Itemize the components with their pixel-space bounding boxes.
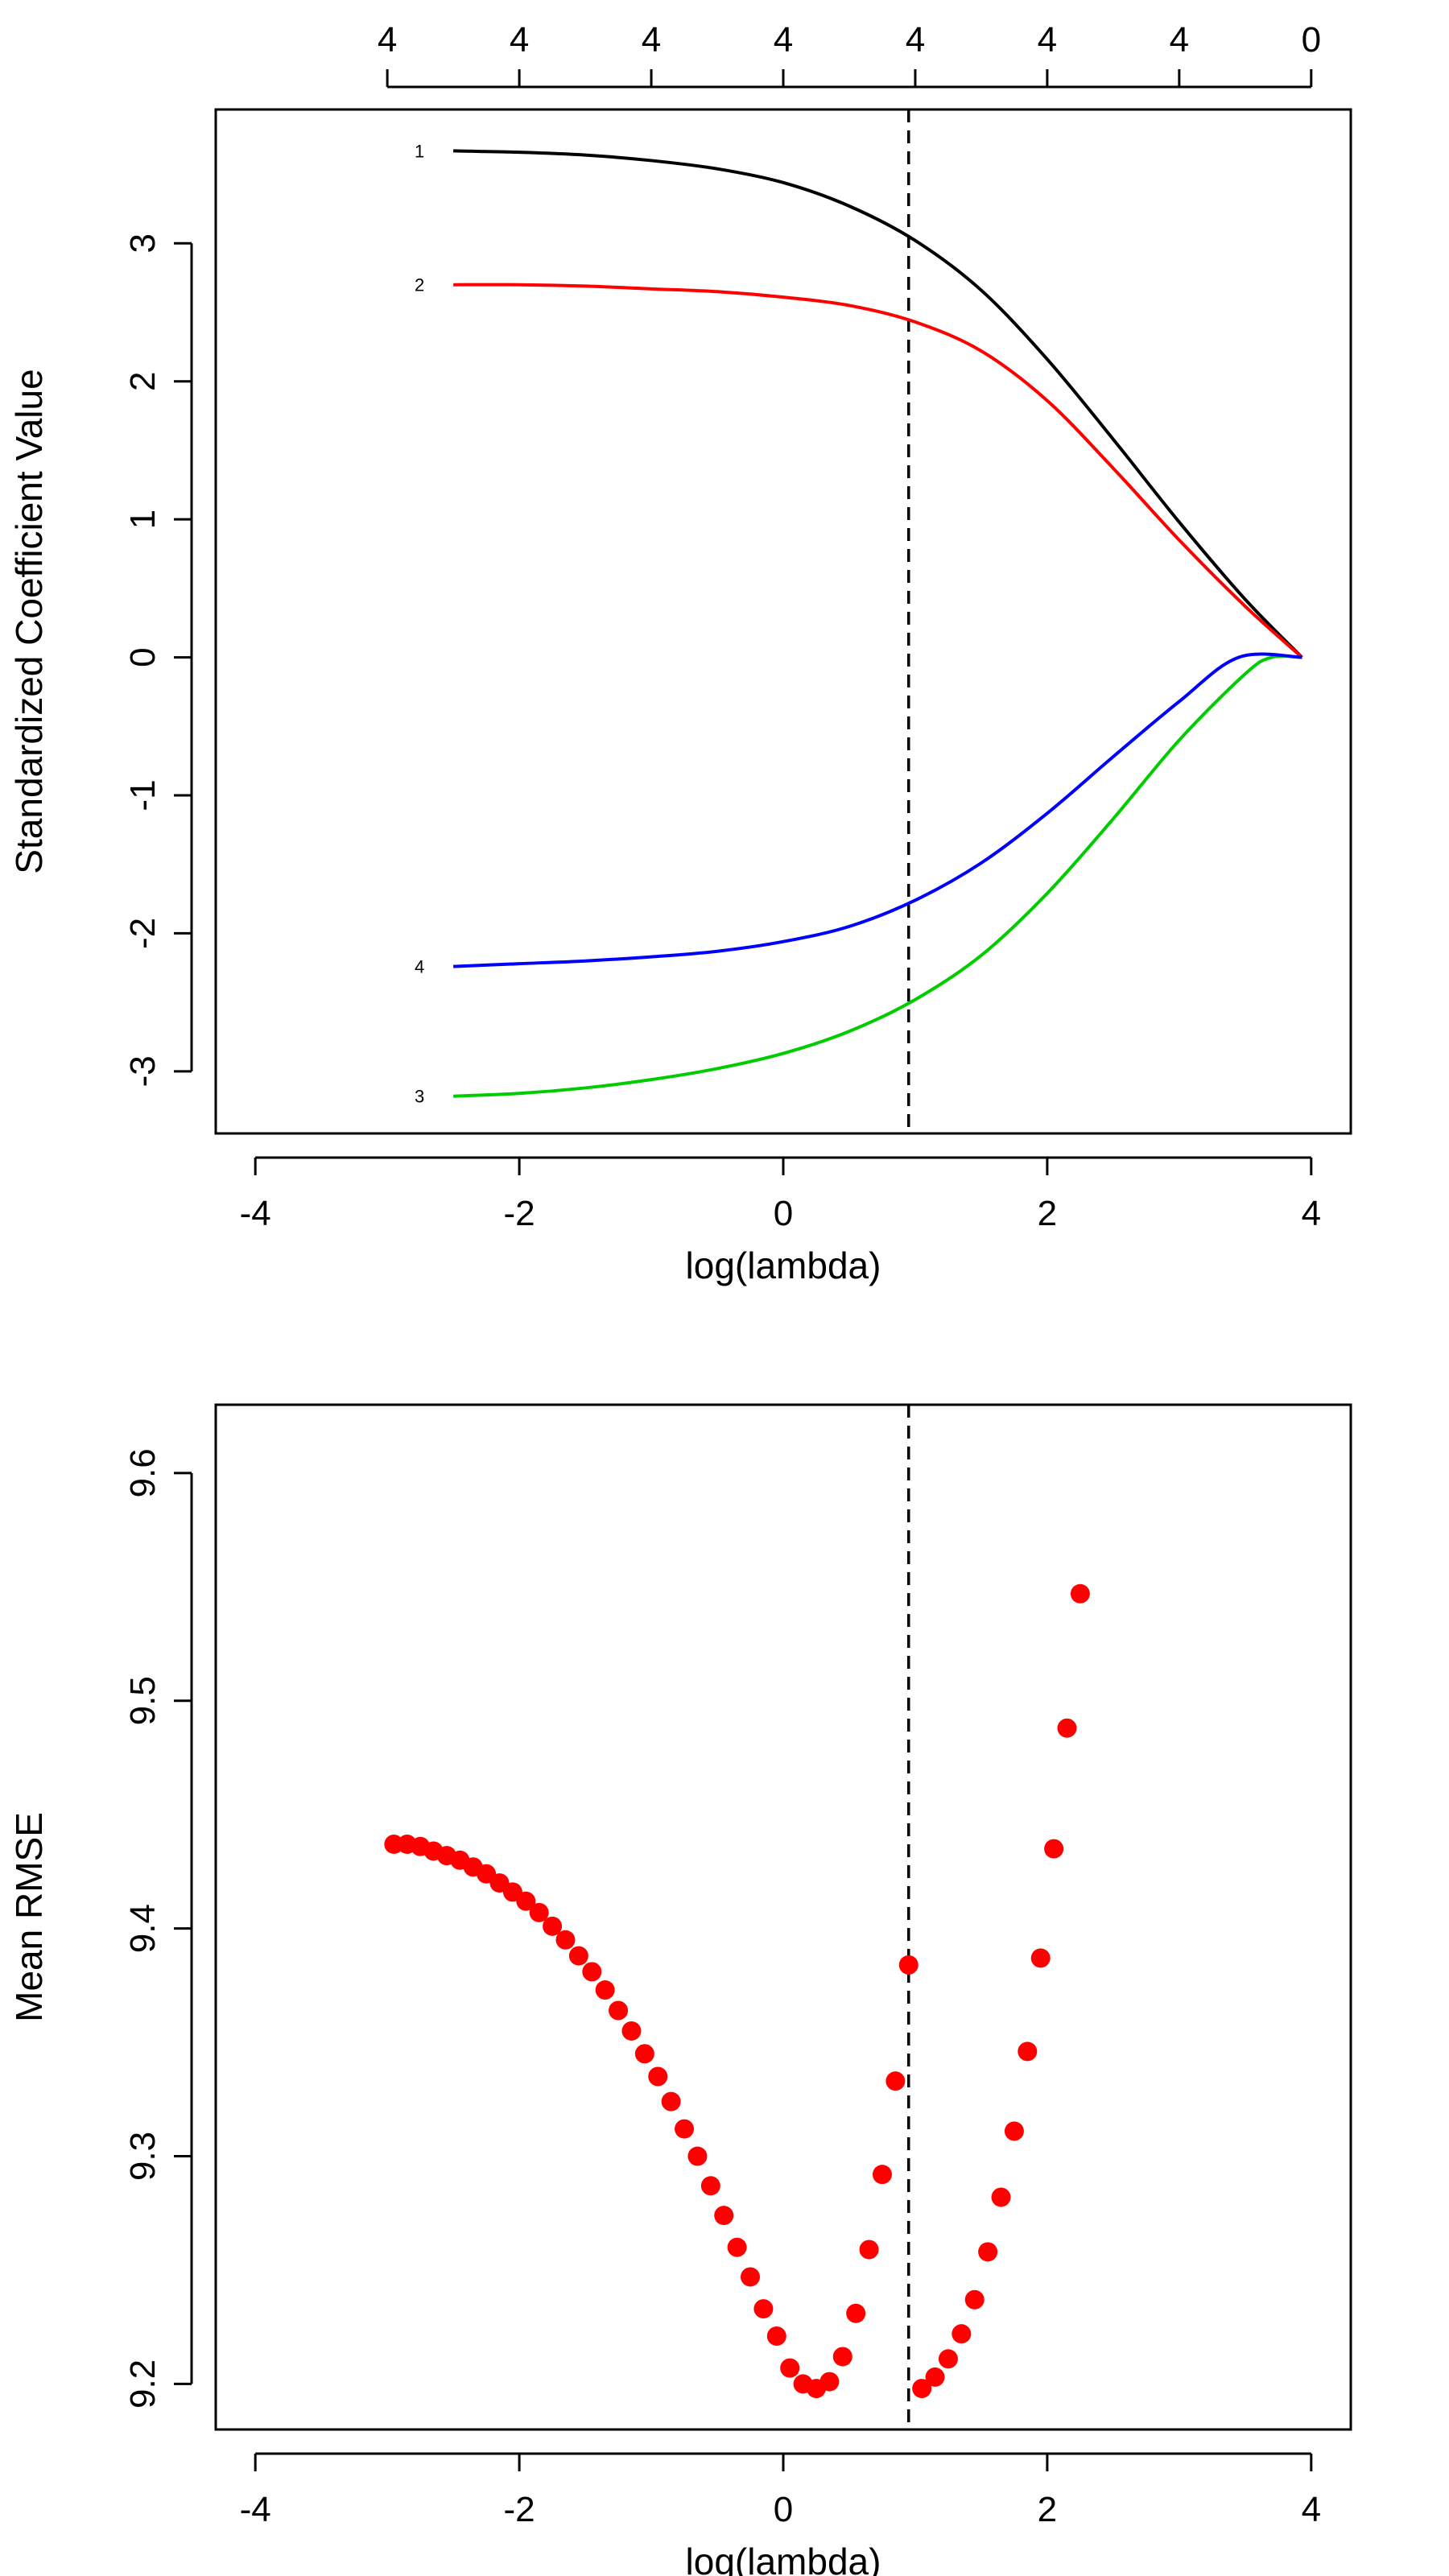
- x-tick-label: 2: [1038, 1194, 1057, 1233]
- data-point: [991, 2187, 1011, 2207]
- data-point: [819, 2372, 840, 2392]
- series-label-2: 2: [415, 275, 424, 295]
- data-point: [568, 1946, 588, 1966]
- data-point: [582, 1962, 602, 1982]
- x-tick-label: -2: [504, 1194, 535, 1233]
- y-tick-label: -3: [123, 1055, 163, 1087]
- x-axis-title: log(lambda): [686, 2541, 881, 2576]
- data-point: [648, 2066, 668, 2087]
- data-point: [675, 2119, 695, 2139]
- y-tick-label: 9.2: [123, 2359, 163, 2409]
- data-point: [780, 2358, 800, 2378]
- data-point: [859, 2240, 879, 2260]
- data-point: [384, 1834, 404, 1854]
- data-point: [741, 2267, 761, 2287]
- data-point: [832, 2347, 852, 2367]
- data-point: [912, 2379, 932, 2399]
- data-point: [952, 2324, 972, 2344]
- data-point: [595, 1980, 615, 2000]
- x-tick-label: 4: [1302, 2490, 1321, 2529]
- data-point: [529, 1902, 549, 1922]
- top-tick-label: 4: [378, 20, 397, 60]
- data-point: [964, 2289, 985, 2310]
- data-point: [886, 2071, 906, 2091]
- data-point: [516, 1891, 536, 1911]
- top-tick-label: 4: [1170, 20, 1189, 60]
- data-point: [925, 2367, 945, 2387]
- top-tick-label: 0: [1302, 20, 1321, 60]
- y-tick-label: 1: [123, 510, 163, 529]
- data-point: [846, 2303, 866, 2323]
- x-tick-label: 0: [774, 2490, 793, 2529]
- top-tick-label: 4: [906, 20, 925, 60]
- series-line-2: [453, 283, 1303, 659]
- data-point: [727, 2237, 747, 2257]
- y-axis-title: Mean RMSE: [8, 1812, 50, 2022]
- x-tick-label: -4: [240, 1194, 271, 1233]
- x-tick-label: -4: [240, 2490, 271, 2529]
- top-tick-label: 4: [1038, 20, 1057, 60]
- series-line-3: [453, 654, 1302, 1098]
- y-axis-title: Standardized Coefficient Value: [8, 369, 50, 873]
- data-point: [753, 2299, 774, 2319]
- y-tick-label: 2: [123, 371, 163, 390]
- data-point: [634, 2044, 654, 2064]
- top-tick-label: 4: [774, 20, 793, 60]
- data-point: [938, 2349, 958, 2369]
- data-point: [714, 2206, 734, 2226]
- data-point: [661, 2091, 681, 2112]
- data-point: [766, 2326, 786, 2347]
- series-line-1: [453, 149, 1303, 658]
- plot-frame: [214, 1403, 1352, 2431]
- x-tick-label: 4: [1302, 1194, 1321, 1233]
- series-line-4: [453, 652, 1302, 968]
- chart-panel-1: -4 -2 0 2 4 log(lambda) -3 -2 -1 0 1 2 3 Standardized…: [8, 20, 1352, 1286]
- data-point: [621, 2021, 642, 2041]
- data-point: [1004, 2121, 1024, 2141]
- y-tick-label: 9.6: [123, 1448, 163, 1497]
- x-tick-label: 2: [1038, 2490, 1057, 2529]
- y-tick-label: 9.5: [123, 1676, 163, 1725]
- y-tick-label: -1: [123, 779, 163, 811]
- x-tick-label: -2: [504, 2490, 535, 2529]
- data-point: [555, 1930, 576, 1950]
- x-axis-title: log(lambda): [686, 1245, 881, 1286]
- data-point: [543, 1916, 563, 1936]
- data-point: [700, 2176, 720, 2196]
- series-label-4: 4: [415, 957, 424, 977]
- data-layer: [384, 1583, 1090, 2399]
- data-point: [898, 1955, 919, 1975]
- data-point: [978, 2242, 998, 2262]
- data-point: [687, 2146, 708, 2166]
- data-layer: [453, 149, 1303, 1098]
- y-tick-label: -2: [123, 918, 163, 949]
- data-point: [1044, 1839, 1064, 1859]
- y-tick-label: 3: [123, 233, 163, 253]
- top-tick-label: 4: [510, 20, 529, 60]
- data-point: [1070, 1583, 1090, 1604]
- series-label-3: 3: [415, 1087, 424, 1107]
- y-tick-label: 9.3: [123, 2132, 163, 2181]
- top-tick-label: 4: [642, 20, 661, 60]
- chart-panel-2: -4 -2 0 2 4 log(lambda) 9.2 9.3 9.4 9.5 9.6 Mean RM…: [8, 1403, 1352, 2576]
- data-point: [1030, 1948, 1051, 1968]
- data-point: [1018, 2041, 1038, 2062]
- y-tick-label: 9.4: [123, 1904, 163, 1953]
- data-point: [872, 2165, 892, 2185]
- x-tick-label: 0: [774, 1194, 793, 1233]
- series-label-1: 1: [415, 141, 424, 161]
- plot-frame: [214, 108, 1352, 1135]
- data-point: [609, 2000, 629, 2021]
- y-tick-label: 0: [123, 647, 163, 667]
- data-point: [1057, 1718, 1077, 1738]
